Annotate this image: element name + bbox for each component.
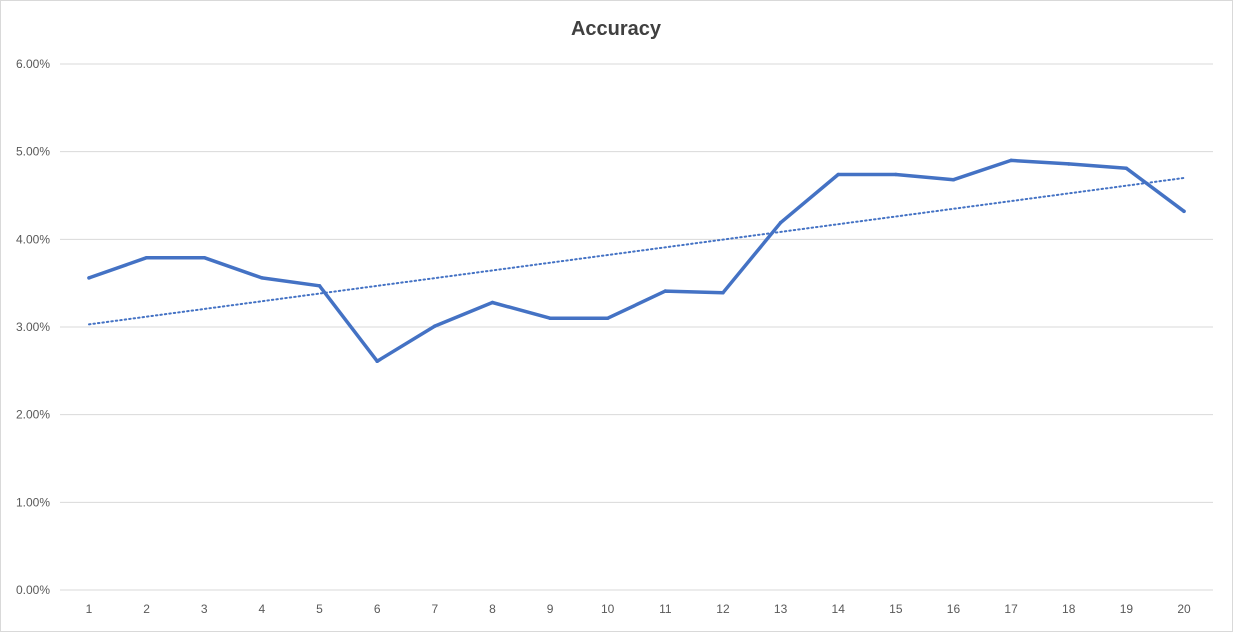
data-point <box>433 324 437 328</box>
x-tick-label: 2 <box>143 602 150 616</box>
data-point <box>202 255 207 260</box>
y-tick-label: 1.00% <box>16 495 50 509</box>
series-line <box>87 158 1186 363</box>
x-tick-label: 7 <box>431 602 438 616</box>
x-tick-label: 12 <box>716 602 730 616</box>
y-tick-label: 4.00% <box>16 232 50 246</box>
data-point <box>894 172 898 177</box>
data-point <box>721 291 725 295</box>
data-point <box>1124 166 1129 171</box>
x-tick-label: 15 <box>889 602 903 616</box>
data-point <box>260 276 264 280</box>
data-point <box>605 316 610 320</box>
x-tick-label: 20 <box>1177 602 1191 616</box>
trendline-layer <box>88 176 1185 326</box>
y-tick-label: 5.00% <box>16 145 50 159</box>
x-tick-label: 3 <box>201 602 208 616</box>
data-point <box>1009 158 1013 163</box>
x-tick-label: 1 <box>86 602 93 616</box>
x-tick-label: 17 <box>1004 602 1018 616</box>
x-tick-label: 10 <box>601 602 615 616</box>
data-point <box>951 177 956 182</box>
x-axis-ticks: 1 2 3 4 5 6 7 8 9 10 11 12 13 14 15 16 17 18 19 20 <box>86 602 1191 616</box>
y-tick-label: 2.00% <box>16 408 50 422</box>
data-point <box>87 276 91 280</box>
x-tick-label: 13 <box>774 602 788 616</box>
x-tick-label: 18 <box>1062 602 1076 616</box>
x-tick-label: 8 <box>489 602 496 616</box>
data-point <box>1182 209 1186 214</box>
gridlines <box>60 63 1213 591</box>
y-tick-label: 6.00% <box>16 57 50 71</box>
x-tick-label: 16 <box>947 602 961 616</box>
y-tick-label: 0.00% <box>16 583 50 597</box>
x-tick-label: 14 <box>832 602 846 616</box>
chart-title: Accuracy <box>571 18 662 40</box>
data-point <box>375 359 379 363</box>
data-point <box>836 172 840 177</box>
y-axis-ticks: 0.00% 1.00% 2.00% 3.00% 4.00% 5.00% 6.00% <box>16 57 50 597</box>
x-tick-label: 4 <box>259 602 266 616</box>
data-point <box>663 289 668 293</box>
x-tick-label: 11 <box>659 602 672 616</box>
y-tick-label: 3.00% <box>16 320 50 334</box>
trendline <box>88 176 1185 326</box>
series-layer <box>87 158 1186 363</box>
data-point <box>778 220 783 225</box>
x-tick-label: 6 <box>374 602 381 616</box>
data-point <box>490 300 495 305</box>
x-tick-label: 19 <box>1120 602 1134 616</box>
data-point <box>548 316 552 320</box>
x-tick-label: 5 <box>316 602 323 616</box>
data-point <box>1066 162 1071 166</box>
data-point <box>317 284 322 288</box>
data-point <box>144 255 149 260</box>
x-tick-label: 9 <box>547 602 554 616</box>
